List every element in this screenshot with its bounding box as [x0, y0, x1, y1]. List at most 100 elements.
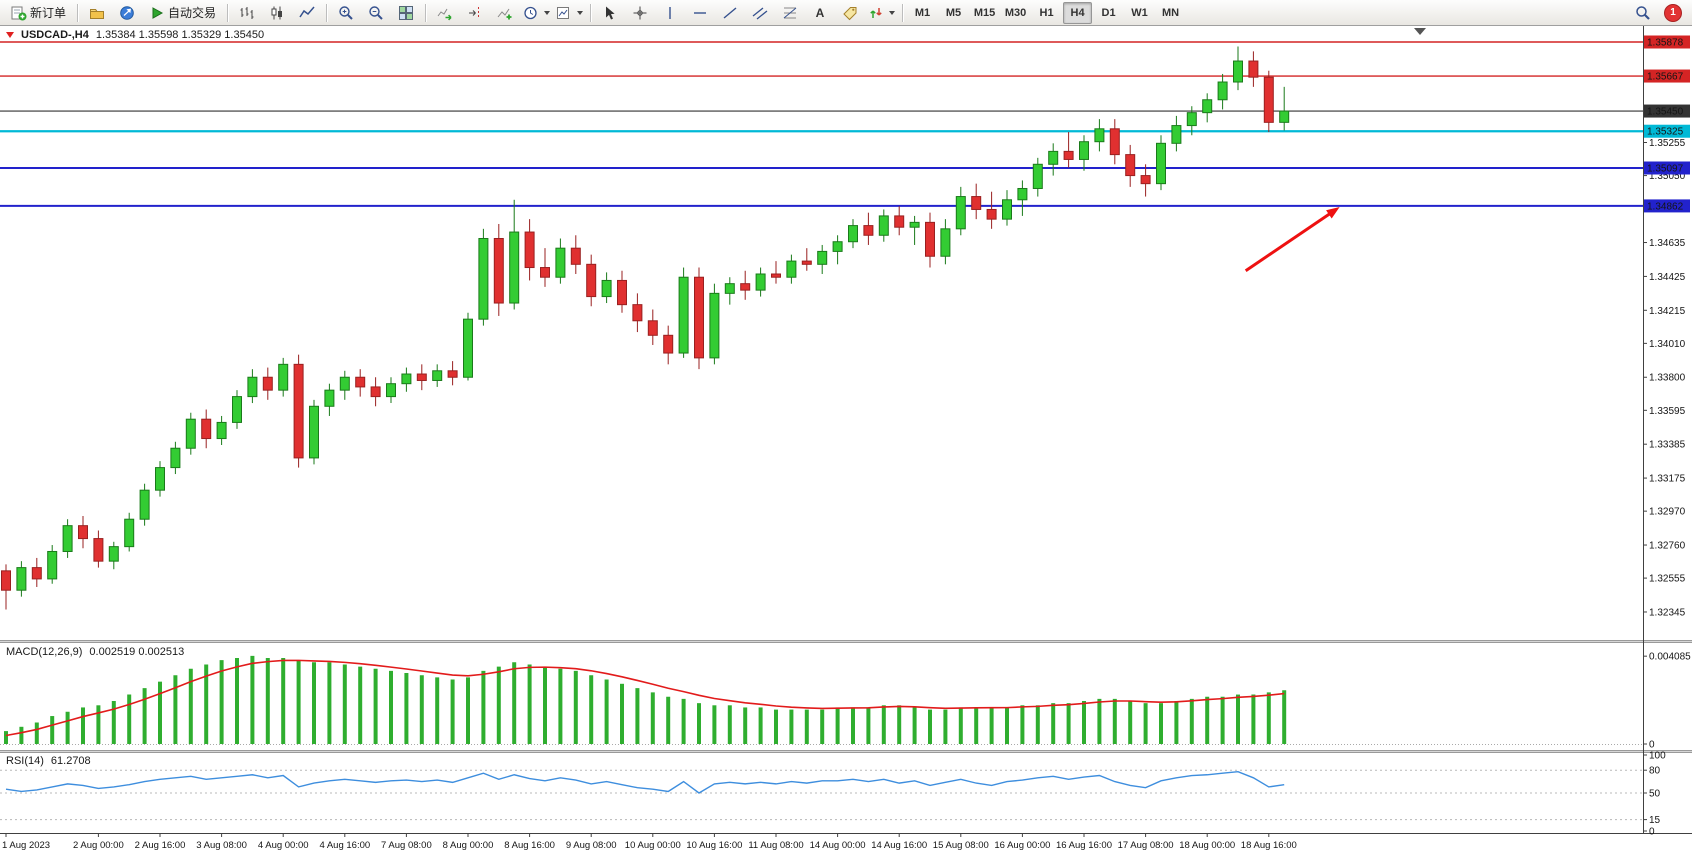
tile-windows-button[interactable] — [391, 1, 421, 25]
timeframe-m1-button[interactable]: M1 — [914, 6, 931, 19]
red-marker-icon — [6, 32, 14, 38]
time-axis[interactable]: 1 Aug 2023 2 Aug 00:00 2 Aug 16:00 3 Aug 08… — [2, 833, 1297, 851]
arrows-dropdown-button[interactable] — [865, 1, 898, 25]
autotrading-button[interactable]: 自动交易 — [142, 1, 223, 25]
toolbar-separator — [902, 3, 904, 22]
horizontal-line-button[interactable] — [685, 1, 715, 25]
svg-text:2 Aug 00:00: 2 Aug 00:00 — [73, 840, 124, 851]
usdcad-h4-chart[interactable]: 1.35255 1.35050 1.34635 1.34425 1.34215 1.340… — [0, 26, 1692, 855]
bar-chart-button[interactable] — [232, 1, 262, 25]
arrow-object[interactable] — [1244, 207, 1340, 273]
svg-text:1.33175: 1.33175 — [1649, 474, 1686, 485]
timeframe-m5-button[interactable]: M5 — [945, 6, 962, 19]
periods-dropdown-button[interactable] — [520, 1, 553, 25]
rsi-value: 61.2708 — [50, 755, 91, 767]
line-chart-button[interactable] — [292, 1, 322, 25]
svg-text:15: 15 — [1649, 815, 1661, 826]
timeframe-h4-button[interactable]: H4 — [1063, 1, 1093, 24]
tile-windows-icon — [398, 5, 414, 21]
horizontal-line-icon — [692, 5, 708, 21]
svg-text:15 Aug 08:00: 15 Aug 08:00 — [933, 840, 989, 851]
price-lines-layer[interactable] — [0, 41, 1643, 207]
zoom-in-icon — [338, 5, 354, 21]
svg-text:18 Aug 00:00: 18 Aug 00:00 — [1179, 840, 1235, 851]
macd-label: MACD(12,26,9) 0.002519 0.002513 — [6, 646, 184, 658]
svg-text:1.35255: 1.35255 — [1649, 138, 1686, 149]
trendline-icon — [722, 5, 738, 21]
trendline-button[interactable] — [715, 1, 745, 25]
chart-shift-marker[interactable] — [1414, 28, 1426, 35]
svg-text:1.34862: 1.34862 — [1647, 201, 1684, 212]
arrows-icon — [868, 5, 884, 21]
timeframe-m15-button[interactable]: M15 — [973, 6, 996, 19]
crosshair-button[interactable] — [625, 1, 655, 25]
crosshair-icon — [632, 5, 648, 21]
candlestick-chart-button[interactable] — [262, 1, 292, 25]
svg-text:1.33385: 1.33385 — [1649, 440, 1686, 451]
metaeditor-button[interactable] — [112, 1, 142, 25]
indicators-icon — [497, 5, 513, 21]
zoom-out-button[interactable] — [361, 1, 391, 25]
zoom-in-button[interactable] — [331, 1, 361, 25]
svg-text:1.32760: 1.32760 — [1649, 541, 1686, 552]
profiles-button[interactable] — [82, 1, 112, 25]
line-chart-icon — [299, 5, 315, 21]
panel-separators[interactable] — [0, 640, 1692, 753]
svg-text:1.34010: 1.34010 — [1649, 339, 1686, 350]
search-button[interactable] — [1628, 1, 1658, 25]
svg-text:17 Aug 08:00: 17 Aug 08:00 — [1118, 840, 1174, 851]
chart-shift-icon — [467, 5, 483, 21]
text-label-button[interactable] — [835, 1, 865, 25]
svg-text:14 Aug 00:00: 14 Aug 00:00 — [810, 840, 866, 851]
new-order-button[interactable]: 新订单 — [4, 1, 73, 25]
toolbar-separator — [590, 3, 592, 22]
rsi-name: RSI(14) — [6, 755, 44, 767]
fibonacci-button[interactable] — [775, 1, 805, 25]
chevron-down-icon — [889, 10, 896, 15]
profiles-icon — [89, 5, 105, 21]
indicators-button[interactable] — [490, 1, 520, 25]
svg-text:1.34215: 1.34215 — [1649, 306, 1686, 317]
svg-text:1.35878: 1.35878 — [1647, 38, 1684, 49]
macd-axis: 0.004085 0 — [1643, 652, 1691, 751]
svg-text:1.35450: 1.35450 — [1647, 107, 1684, 118]
auto-scroll-button[interactable] — [430, 1, 460, 25]
chart-symbol-period: USDCAD-,H4 — [21, 29, 89, 41]
svg-text:100: 100 — [1649, 751, 1666, 762]
macd-name: MACD(12,26,9) — [6, 646, 83, 658]
autotrading-label: 自动交易 — [168, 6, 217, 20]
cursor-button[interactable] — [595, 1, 625, 25]
timeframe-w1-button[interactable]: W1 — [1131, 6, 1148, 19]
timeframe-group: M1 M5 M15 M30 H1 H4 D1 W1 MN — [907, 1, 1186, 24]
svg-text:0: 0 — [1649, 827, 1655, 838]
notifications-button[interactable]: 1 — [1658, 1, 1688, 25]
svg-text:1.33800: 1.33800 — [1649, 373, 1686, 384]
cursor-icon — [602, 5, 618, 21]
svg-text:9 Aug 08:00: 9 Aug 08:00 — [566, 840, 617, 851]
templates-icon — [556, 5, 572, 21]
timeframe-h1-button[interactable]: H1 — [1039, 6, 1054, 19]
timeframe-d1-button[interactable]: D1 — [1101, 6, 1116, 19]
search-icon — [1635, 5, 1651, 21]
new-order-icon — [11, 5, 27, 21]
svg-text:8 Aug 00:00: 8 Aug 00:00 — [443, 840, 494, 851]
svg-text:1.34635: 1.34635 — [1649, 238, 1686, 249]
chart-ohlc-values: 1.35384 1.35598 1.35329 1.35450 — [95, 29, 265, 41]
chart-shift-button[interactable] — [460, 1, 490, 25]
new-order-label: 新订单 — [30, 6, 67, 20]
toolbar-separator — [77, 3, 79, 22]
svg-text:10 Aug 00:00: 10 Aug 00:00 — [625, 840, 681, 851]
candlesticks — [1, 46, 1290, 610]
svg-text:18 Aug 16:00: 18 Aug 16:00 — [1241, 840, 1297, 851]
text-icon: A — [812, 5, 828, 21]
equidistant-channel-button[interactable] — [745, 1, 775, 25]
templates-dropdown-button[interactable] — [553, 1, 586, 25]
vertical-line-button[interactable] — [655, 1, 685, 25]
text-button[interactable]: A — [805, 1, 835, 25]
timeframe-m30-button[interactable]: M30 — [1004, 6, 1027, 19]
svg-text:4 Aug 00:00: 4 Aug 00:00 — [258, 840, 309, 851]
metaeditor-icon — [119, 5, 135, 21]
timeframe-mn-button[interactable]: MN — [1161, 6, 1180, 19]
rsi-axis: 100 80 50 150 — [1643, 751, 1666, 838]
